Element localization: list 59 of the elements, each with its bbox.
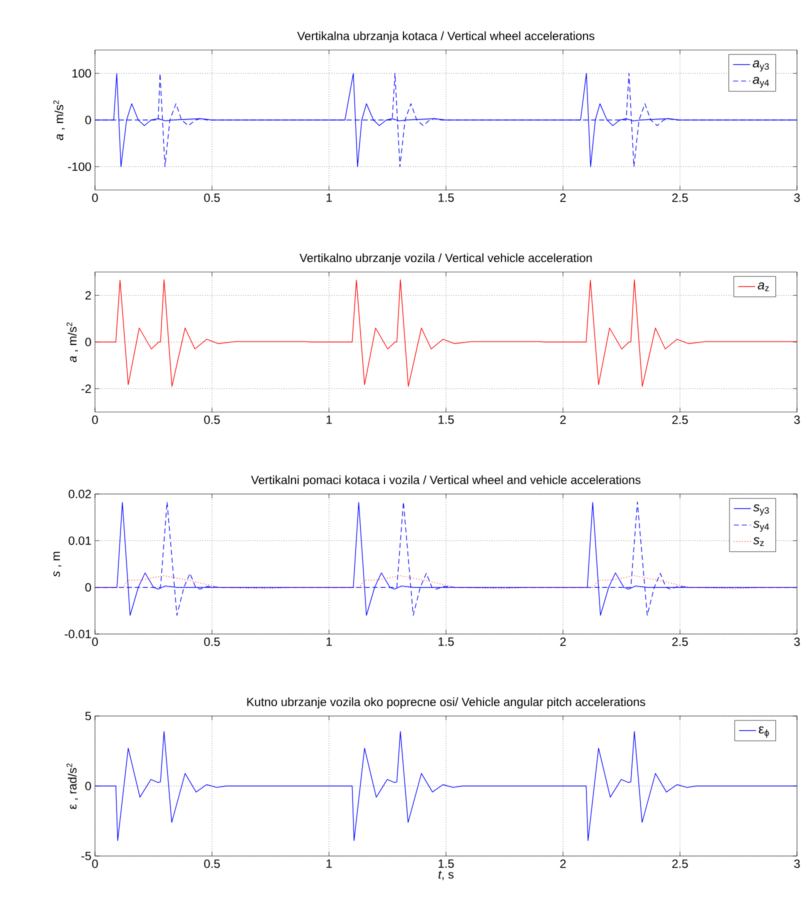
y-tick-label: 0.02 xyxy=(68,490,91,498)
x-tick-label: 1 xyxy=(326,860,332,868)
x-tick-label: 2.5 xyxy=(672,194,688,202)
legend-label: a$_{y4}$ xyxy=(752,76,769,88)
x-tick-label: 1.5 xyxy=(438,860,454,868)
y-tick-label: 2 xyxy=(85,291,91,300)
chart-title: Vertikalni pomaci kotaca i vozila / Vertical wheel and vehicle accelerations xyxy=(251,475,641,487)
y-tick-label: -5 xyxy=(81,852,91,860)
y-axis-title: s , m xyxy=(53,552,62,577)
x-tick-label: 3 xyxy=(794,416,800,424)
line-series xyxy=(95,575,797,590)
y-tick-label: 0 xyxy=(85,782,92,790)
x-tick-label: 2 xyxy=(560,194,566,202)
y-tick-label: -100 xyxy=(68,162,92,171)
x-tick-label: 0.5 xyxy=(204,416,220,424)
y-tick-label: 100 xyxy=(72,69,92,78)
x-tick-label: 3 xyxy=(794,860,800,868)
y-tick-label: 0 xyxy=(85,338,92,346)
x-tick-label: 1.5 xyxy=(438,638,454,646)
x-tick-label: 1.5 xyxy=(438,194,454,202)
line-series xyxy=(95,279,797,387)
legend-label: a$_{y3}$ xyxy=(752,60,769,72)
y-axis-title: a , m/s$^{2}$ xyxy=(53,100,65,140)
x-tick-label: 0.5 xyxy=(204,638,220,646)
legend-label: ε$_{ϕ}$ xyxy=(758,726,769,738)
y-tick-label: 5 xyxy=(85,712,91,720)
x-tick-label: 0.5 xyxy=(204,860,220,868)
legend-label: a$_{z}$ xyxy=(758,282,769,292)
x-tick-label: 2 xyxy=(560,638,566,646)
y-tick-label: 0 xyxy=(85,116,92,124)
x-tick-label: 0 xyxy=(92,860,98,868)
y-axis-title: a , m/s$^{2}$ xyxy=(66,322,78,362)
x-tick-label: 0 xyxy=(92,416,98,424)
chart-title: Vertikalna ubrzanja kotaca / Vertical wheel accelerations xyxy=(297,31,594,43)
x-tick-label: 2.5 xyxy=(672,860,688,868)
x-tick-label: 2.5 xyxy=(672,638,688,646)
x-tick-label: 2 xyxy=(560,860,566,868)
y-tick-label: 0.01 xyxy=(68,536,91,545)
y-axis-title: ε , rad/s$^{2}$ xyxy=(66,764,78,810)
chart-title: Vertikalno ubrzanje vozila / Vertical vehicle acceleration xyxy=(300,253,592,265)
x-tick-label: 0.5 xyxy=(204,194,220,202)
x-tick-label: 2 xyxy=(560,416,566,424)
y-tick-label: -2 xyxy=(81,384,91,393)
x-tick-label: 1.5 xyxy=(438,416,454,424)
x-tick-label: 0 xyxy=(92,638,98,646)
x-tick-label: 1 xyxy=(326,194,332,202)
y-tick-label: -0.01 xyxy=(64,630,91,638)
y-tick-label: 0 xyxy=(85,583,92,592)
x-tick-label: 3 xyxy=(794,638,800,646)
x-tick-label: 0 xyxy=(92,194,98,202)
x-axis-title: t, s xyxy=(438,870,454,880)
legend-label: s$_{z}$ xyxy=(753,537,764,546)
chart-title: Kutno ubrzanje vozila oko poprecne osi/ Vehicle angular pitch accelerations xyxy=(247,697,646,709)
x-tick-label: 1 xyxy=(326,638,332,646)
x-tick-label: 2.5 xyxy=(672,416,688,424)
legend-label: s$_{y3}$ xyxy=(753,504,769,516)
x-tick-label: 3 xyxy=(794,194,800,202)
x-tick-label: 1 xyxy=(326,416,332,424)
legend-label: s$_{y4}$ xyxy=(753,520,769,532)
